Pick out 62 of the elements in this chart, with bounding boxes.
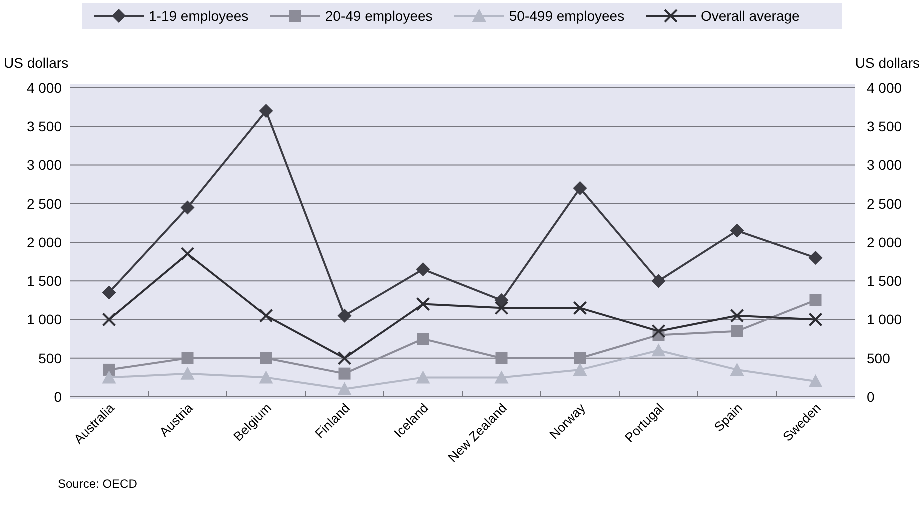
point [494,370,509,384]
point [259,104,274,118]
y2-tick-label: 500 [867,350,891,366]
point [259,308,274,323]
point [338,351,352,366]
point [810,294,822,306]
y-tick-label: 3 000 [26,157,62,174]
point [730,362,744,376]
point [260,352,272,364]
point [416,262,430,277]
y-tick-label: 4 000 [26,80,62,96]
point [652,324,666,338]
y2-tick-label: 2 500 [867,196,902,212]
point [574,352,586,364]
y-tick-label: 2 500 [26,196,62,212]
point [730,224,744,238]
point [730,308,744,323]
point [180,200,195,215]
point [573,301,588,316]
point [652,344,666,357]
point [731,325,744,338]
point [573,362,588,376]
point [338,308,352,323]
point [494,301,509,316]
point [416,297,430,312]
point [180,247,195,262]
point [652,274,666,288]
legend-label: 50-499 employees [509,8,625,24]
legend-label: 1-19 employees [149,8,249,24]
y-axis-title: US dollars [4,55,69,71]
y2-axis-title: US dollars [855,55,920,71]
point [182,352,194,364]
point [338,382,352,396]
y-tick-label: 1 500 [26,273,62,290]
source-note: Source: OECD [58,477,138,491]
y2-tick-label: 0 [867,388,875,405]
y-tick-label: 3 500 [26,118,62,135]
point [573,181,588,196]
y2-tick-label: 3 500 [867,118,902,135]
y-tick-label: 1 000 [26,312,62,328]
y2-tick-label: 4 000 [867,80,902,96]
point [102,370,116,384]
point [808,312,823,327]
y2-tick-label: 3 000 [867,157,902,174]
point [496,352,508,364]
y-tick-label: 500 [38,350,62,366]
point [808,250,823,265]
y2-tick-label: 1 000 [867,312,902,328]
point [102,312,116,327]
point [180,366,195,380]
point [416,370,430,384]
y-tick-label: 0 [54,388,62,405]
point [338,368,351,380]
y2-tick-label: 2 000 [867,234,902,250]
point [259,370,274,384]
point [808,374,823,388]
point [417,333,430,346]
point [102,286,116,300]
y-tick-label: 2 000 [26,234,62,250]
legend-label: Overall average [701,8,800,24]
y2-tick-label: 1 500 [867,273,902,290]
legend-label: 20-49 employees [325,8,433,24]
